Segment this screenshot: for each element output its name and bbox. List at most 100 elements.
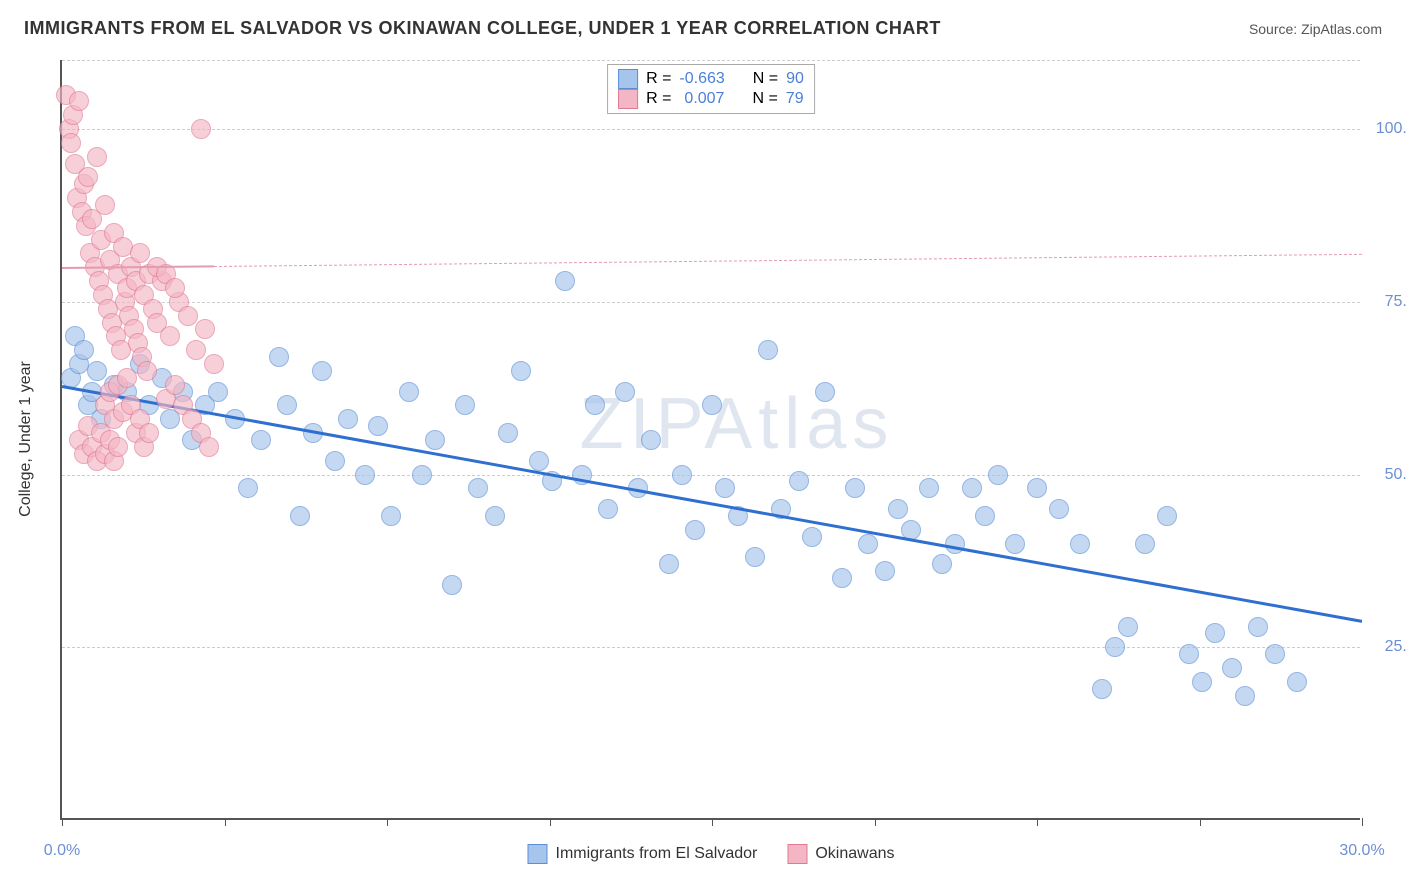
swatch-series-1: [618, 69, 638, 89]
data-point: [290, 506, 310, 526]
gridline: [62, 475, 1360, 476]
x-tick: [1200, 818, 1201, 826]
data-point: [69, 91, 89, 111]
data-point: [338, 409, 358, 429]
data-point: [368, 416, 388, 436]
legend-item-2: Okinawans: [787, 844, 894, 864]
data-point: [1192, 672, 1212, 692]
n-label: N =: [753, 70, 778, 88]
data-point: [95, 195, 115, 215]
data-point: [1287, 672, 1307, 692]
y-tick-label: 50.0%: [1370, 466, 1406, 484]
data-point: [325, 451, 345, 471]
data-point: [137, 361, 157, 381]
data-point: [61, 133, 81, 153]
r-value-2: 0.007: [684, 90, 724, 108]
y-tick-label: 75.0%: [1370, 293, 1406, 311]
data-point: [165, 375, 185, 395]
swatch-series-2-icon: [787, 844, 807, 864]
data-point: [312, 361, 332, 381]
x-tick: [225, 818, 226, 826]
data-point: [919, 478, 939, 498]
data-point: [815, 382, 835, 402]
data-point: [87, 361, 107, 381]
y-tick-label: 25.0%: [1370, 638, 1406, 656]
data-point: [1157, 506, 1177, 526]
data-point: [355, 465, 375, 485]
data-point: [1205, 623, 1225, 643]
correlation-legend: R = -0.663 N = 90 R = 0.007 N = 79: [607, 64, 815, 114]
data-point: [598, 499, 618, 519]
data-point: [455, 395, 475, 415]
data-point: [381, 506, 401, 526]
data-point: [1049, 499, 1069, 519]
data-point: [529, 451, 549, 471]
data-point: [511, 361, 531, 381]
swatch-series-1-icon: [528, 844, 548, 864]
data-point: [199, 437, 219, 457]
data-point: [962, 478, 982, 498]
data-point: [875, 561, 895, 581]
data-point: [615, 382, 635, 402]
data-point: [1179, 644, 1199, 664]
r-label: R =: [646, 90, 671, 108]
swatch-series-2: [618, 89, 638, 109]
data-point: [888, 499, 908, 519]
data-point: [685, 520, 705, 540]
data-point: [78, 167, 98, 187]
data-point: [1235, 686, 1255, 706]
data-point: [117, 368, 137, 388]
data-point: [108, 437, 128, 457]
legend-label-2: Okinawans: [815, 845, 894, 863]
y-tick-label: 100.0%: [1370, 120, 1406, 138]
gridline: [62, 60, 1360, 61]
data-point: [186, 340, 206, 360]
data-point: [412, 465, 432, 485]
data-point: [165, 278, 185, 298]
data-point: [641, 430, 661, 450]
trend-line: [214, 253, 1362, 266]
scatter-plot: ZIPAtlas College, Under 1 year R = -0.66…: [60, 60, 1360, 820]
gridline: [62, 302, 1360, 303]
data-point: [208, 382, 228, 402]
data-point: [789, 471, 809, 491]
x-tick: [62, 818, 63, 826]
chart-title: IMMIGRANTS FROM EL SALVADOR VS OKINAWAN …: [24, 18, 941, 39]
x-tick-label: 0.0%: [44, 842, 80, 860]
data-point: [425, 430, 445, 450]
data-point: [745, 547, 765, 567]
data-point: [845, 478, 865, 498]
data-point: [932, 554, 952, 574]
gridline: [62, 647, 1360, 648]
data-point: [1092, 679, 1112, 699]
data-point: [832, 568, 852, 588]
data-point: [1105, 637, 1125, 657]
data-point: [160, 326, 180, 346]
data-point: [277, 395, 297, 415]
data-point: [238, 478, 258, 498]
legend-row-series-2: R = 0.007 N = 79: [618, 89, 804, 109]
x-tick: [712, 818, 713, 826]
data-point: [975, 506, 995, 526]
r-value-1: -0.663: [679, 70, 724, 88]
data-point: [1070, 534, 1090, 554]
data-point: [399, 382, 419, 402]
series-legend: Immigrants from El Salvador Okinawans: [528, 844, 895, 864]
legend-item-1: Immigrants from El Salvador: [528, 844, 758, 864]
x-tick: [1037, 818, 1038, 826]
n-value-2: 79: [786, 90, 804, 108]
data-point: [191, 119, 211, 139]
source-label: Source:: [1249, 21, 1301, 37]
y-axis-label: College, Under 1 year: [17, 361, 35, 517]
data-point: [758, 340, 778, 360]
x-tick: [1362, 818, 1363, 826]
data-point: [1027, 478, 1047, 498]
data-point: [442, 575, 462, 595]
data-point: [715, 478, 735, 498]
data-point: [1222, 658, 1242, 678]
data-point: [1118, 617, 1138, 637]
source-name: ZipAtlas.com: [1301, 21, 1382, 37]
data-point: [195, 319, 215, 339]
data-point: [251, 430, 271, 450]
data-point: [87, 147, 107, 167]
